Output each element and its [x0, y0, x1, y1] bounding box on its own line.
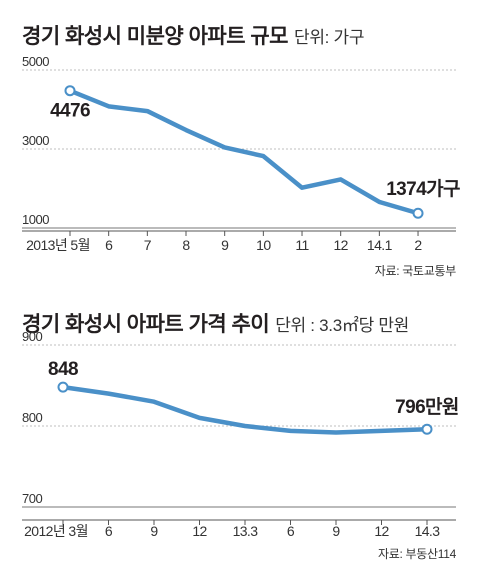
- chart-title: 경기 화성시 아파트 가격 추이: [22, 313, 270, 336]
- x-tick-label: 11: [295, 237, 309, 253]
- x-tick-label: 2: [414, 237, 422, 253]
- x-tick-label: 8: [182, 237, 190, 253]
- y-tick-label: 900: [22, 329, 42, 344]
- x-tick-label: 6: [105, 237, 113, 253]
- chart-unit: 단위 : 3.3㎡당 만원: [275, 316, 410, 335]
- data-label: 1374가구: [386, 178, 460, 200]
- chart-panel-apartment-prices: 경기 화성시 아파트 가격 추이 단위 : 3.3㎡당 만원 900 800 700 2…: [0, 288, 480, 568]
- x-tick-label: 10: [256, 237, 271, 253]
- x-tick-label: 14.1: [367, 237, 393, 253]
- x-tick-label: 6: [105, 523, 113, 539]
- y-tick-label: 700: [22, 491, 42, 506]
- y-tick-label: 5000: [22, 54, 49, 69]
- x-tick-label: 2013년 5월: [26, 237, 90, 253]
- x-tick-label: 6: [287, 523, 295, 539]
- x-tick-label: 12: [192, 523, 207, 539]
- chart-apartment-prices: 900 800 700 2012년 3월 6 9 12 13.3 6 9 12 14.3 848 796만…: [22, 329, 459, 539]
- x-tick-label: 12: [374, 523, 389, 539]
- x-tick-label: 14.3: [415, 523, 441, 539]
- data-point-marker: [421, 423, 433, 435]
- chart-source: 자료: 국토교통부: [374, 264, 457, 278]
- chart-source: 자료: 부동산114: [378, 547, 456, 561]
- data-label: 4476: [50, 101, 90, 122]
- y-tick-label: 800: [22, 410, 42, 425]
- chart-unit: 단위: 가구: [294, 28, 365, 47]
- x-tick-label: 9: [150, 523, 158, 539]
- x-tick-label: 12: [334, 237, 349, 253]
- chart-title-row: 경기 화성시 아파트 가격 추이 단위 : 3.3㎡당 만원: [22, 308, 409, 338]
- y-tick-label: 1000: [22, 212, 49, 227]
- data-label: 796만원: [395, 396, 459, 418]
- chart-title-row: 경기 화성시 미분양 아파트 규모 단위: 가구: [22, 20, 365, 50]
- data-point-marker: [64, 85, 76, 97]
- y-tick-label: 3000: [22, 133, 49, 148]
- data-point-marker: [57, 381, 69, 393]
- x-tick-label: 7: [144, 237, 152, 253]
- x-tick-label: 9: [332, 523, 340, 539]
- data-label: 848: [48, 359, 78, 380]
- x-tick-label: 2012년 3월: [24, 523, 88, 539]
- series-line: [67, 88, 421, 216]
- chart-title: 경기 화성시 미분양 아파트 규모: [22, 25, 289, 48]
- chart-panel-unsold-apartments: 경기 화성시 미분양 아파트 규모 단위: 가구 5000 3000 1000 2013…: [22, 20, 461, 278]
- series-line: [60, 384, 430, 435]
- chart-unsold-apartments: 5000 3000 1000 2013년 5월 6 7 8 9 10 11 12 14.1 2 4476 1…: [22, 54, 461, 253]
- data-point-marker: [412, 207, 424, 219]
- x-tick-label: 9: [221, 237, 229, 253]
- x-tick-label: 13.3: [233, 523, 259, 539]
